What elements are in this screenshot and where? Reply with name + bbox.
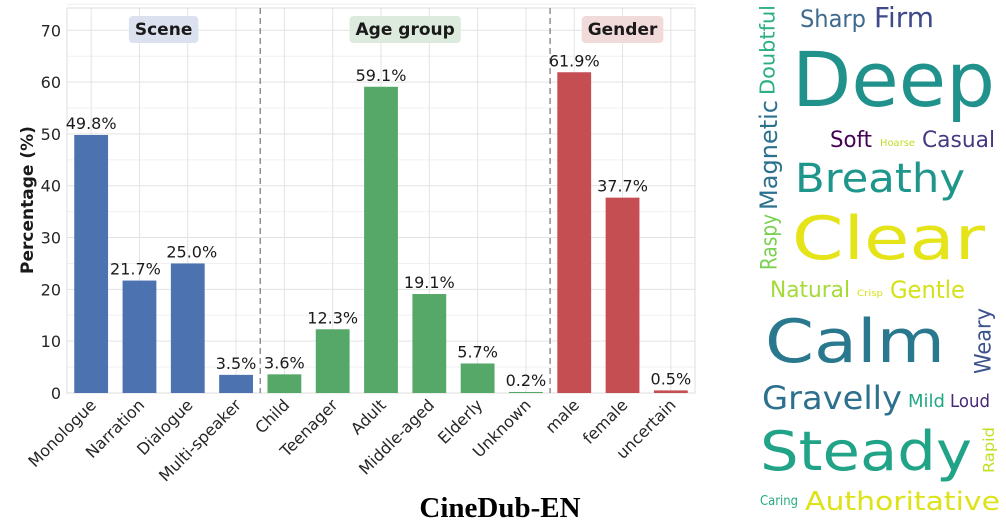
- word-firm: Firm: [874, 1, 934, 34]
- data-label: 21.7%: [110, 260, 161, 279]
- group-label: Gender: [588, 20, 658, 40]
- x-tick-label: Multi-speaker: [155, 395, 245, 485]
- bar-elderly: [460, 363, 495, 393]
- word-natural: Natural: [770, 278, 850, 303]
- word-breathy: Breathy: [795, 156, 965, 202]
- bar-monologue: [74, 134, 109, 394]
- x-tick-label: Adult: [347, 395, 390, 438]
- bar-unknown: [509, 391, 543, 393]
- data-label: 3.5%: [216, 354, 257, 373]
- bar-dialogue: [170, 263, 205, 393]
- data-label: 19.1%: [404, 273, 455, 292]
- y-tick-label: 20: [41, 280, 61, 299]
- data-label: 3.6%: [264, 353, 305, 372]
- y-tick-label: 0: [51, 384, 61, 403]
- group-label-box: [128, 16, 199, 43]
- bar-female: [605, 197, 640, 393]
- bar-child: [267, 374, 302, 393]
- bar-teenager: [315, 329, 350, 393]
- word-deep: Deep: [792, 35, 995, 124]
- word-raspy: Raspy: [757, 214, 782, 270]
- bar-uncertain: [653, 390, 688, 393]
- word-steady: Steady: [760, 420, 972, 483]
- group-label-box: [349, 16, 461, 43]
- y-tick-label: 40: [41, 177, 61, 196]
- data-label: 49.8%: [66, 114, 117, 133]
- data-label: 0.5%: [651, 369, 692, 388]
- word-clear: Clear: [792, 204, 985, 274]
- bar-male: [557, 72, 592, 394]
- data-label: 0.2%: [506, 371, 547, 390]
- word-caring: Caring: [760, 494, 798, 509]
- word-weary: Weary: [971, 308, 996, 374]
- group-label: Age group: [356, 20, 455, 40]
- word-authoritative: Authoritative: [805, 487, 1000, 517]
- y-axis-label: Percentage (%): [18, 126, 38, 274]
- bar-middle-aged: [412, 294, 447, 393]
- data-label: 61.9%: [549, 51, 600, 70]
- word-doubtful: Doubtful: [756, 5, 780, 95]
- data-label: 5.7%: [457, 342, 498, 361]
- x-tick-label: Monologue: [24, 395, 100, 471]
- group-label: Scene: [135, 20, 192, 40]
- y-tick-label: 10: [41, 332, 61, 351]
- bar-multi-speaker: [219, 374, 253, 393]
- y-tick-label: 30: [41, 229, 61, 248]
- word-gravelly: Gravelly: [762, 379, 902, 417]
- group-label-box: [581, 16, 664, 43]
- data-label: 12.3%: [307, 308, 358, 327]
- data-label: 25.0%: [166, 242, 217, 261]
- word-crisp: Crisp: [857, 289, 883, 299]
- x-tick-label: Child: [251, 395, 293, 437]
- bar-adult: [364, 86, 398, 393]
- y-tick-label: 60: [41, 73, 61, 92]
- word-magnetic: Magnetic: [755, 100, 783, 210]
- x-tick-label: male: [542, 395, 583, 436]
- chart-title: CineDub-EN: [419, 492, 580, 524]
- bar-chart: 01020304050607049.8%Monologue21.7%Narrat…: [24, 3, 696, 485]
- word-casual: Casual: [922, 128, 995, 153]
- word-sharp: Sharp: [800, 5, 866, 33]
- bar-narration: [122, 280, 157, 393]
- word-gentle: Gentle: [890, 276, 965, 304]
- word-calm: Calm: [765, 307, 945, 377]
- data-label: 37.7%: [597, 177, 648, 196]
- y-tick-label: 50: [41, 125, 61, 144]
- word-mild: Mild: [908, 391, 945, 412]
- word-hoarse: Hoarse: [880, 138, 915, 149]
- data-label: 59.1%: [356, 66, 407, 85]
- word-loud: Loud: [950, 391, 990, 412]
- word-soft: Soft: [830, 128, 872, 153]
- word-rapid: Rapid: [980, 427, 998, 473]
- y-tick-label: 70: [41, 21, 61, 40]
